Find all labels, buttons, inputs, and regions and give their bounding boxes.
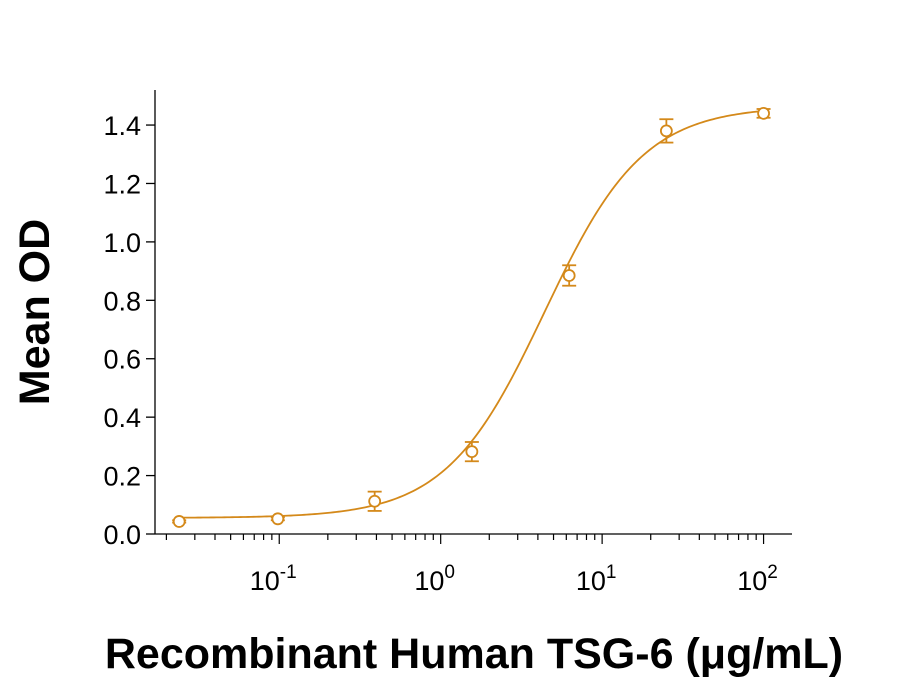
data-point [172, 515, 187, 528]
data-marker [465, 445, 479, 459]
data-point [562, 264, 577, 287]
y-tick-label: 0.4 [103, 403, 141, 433]
data-point [659, 118, 674, 144]
data-points [172, 106, 771, 528]
data-point [756, 106, 771, 120]
data-marker [172, 515, 186, 528]
axes [154, 90, 792, 535]
data-marker [659, 124, 673, 138]
y-tick-label: 0.2 [103, 462, 141, 492]
data-marker [757, 106, 770, 120]
y-axis-title: Mean OD [11, 219, 59, 405]
data-point [367, 490, 382, 512]
data-marker [562, 269, 576, 282]
data-point [270, 512, 285, 526]
x-axis-title: Recombinant Human TSG-6 (μg/mL) [105, 630, 843, 678]
x-tick-label: 10-1 [250, 562, 297, 596]
y-tick-label: 1.0 [103, 228, 141, 258]
y-tick-label: 1.4 [103, 111, 141, 141]
y-tick-label: 1.2 [103, 169, 141, 199]
data-marker [368, 494, 382, 508]
x-tick-label: 101 [576, 562, 617, 596]
x-tick-label: 100 [414, 562, 455, 596]
data-marker [271, 512, 285, 526]
y-tick-label: 0.6 [103, 345, 141, 375]
ticks: 0.0 0.2 0.4 0.6 0.8 1.0 1.2 1.4 10-1 100 101 102 [103, 111, 777, 596]
y-tick-label: 0.8 [103, 286, 141, 316]
data-point [464, 441, 479, 463]
x-tick-label: 102 [737, 562, 778, 596]
y-tick-label: 0.0 [103, 520, 141, 550]
